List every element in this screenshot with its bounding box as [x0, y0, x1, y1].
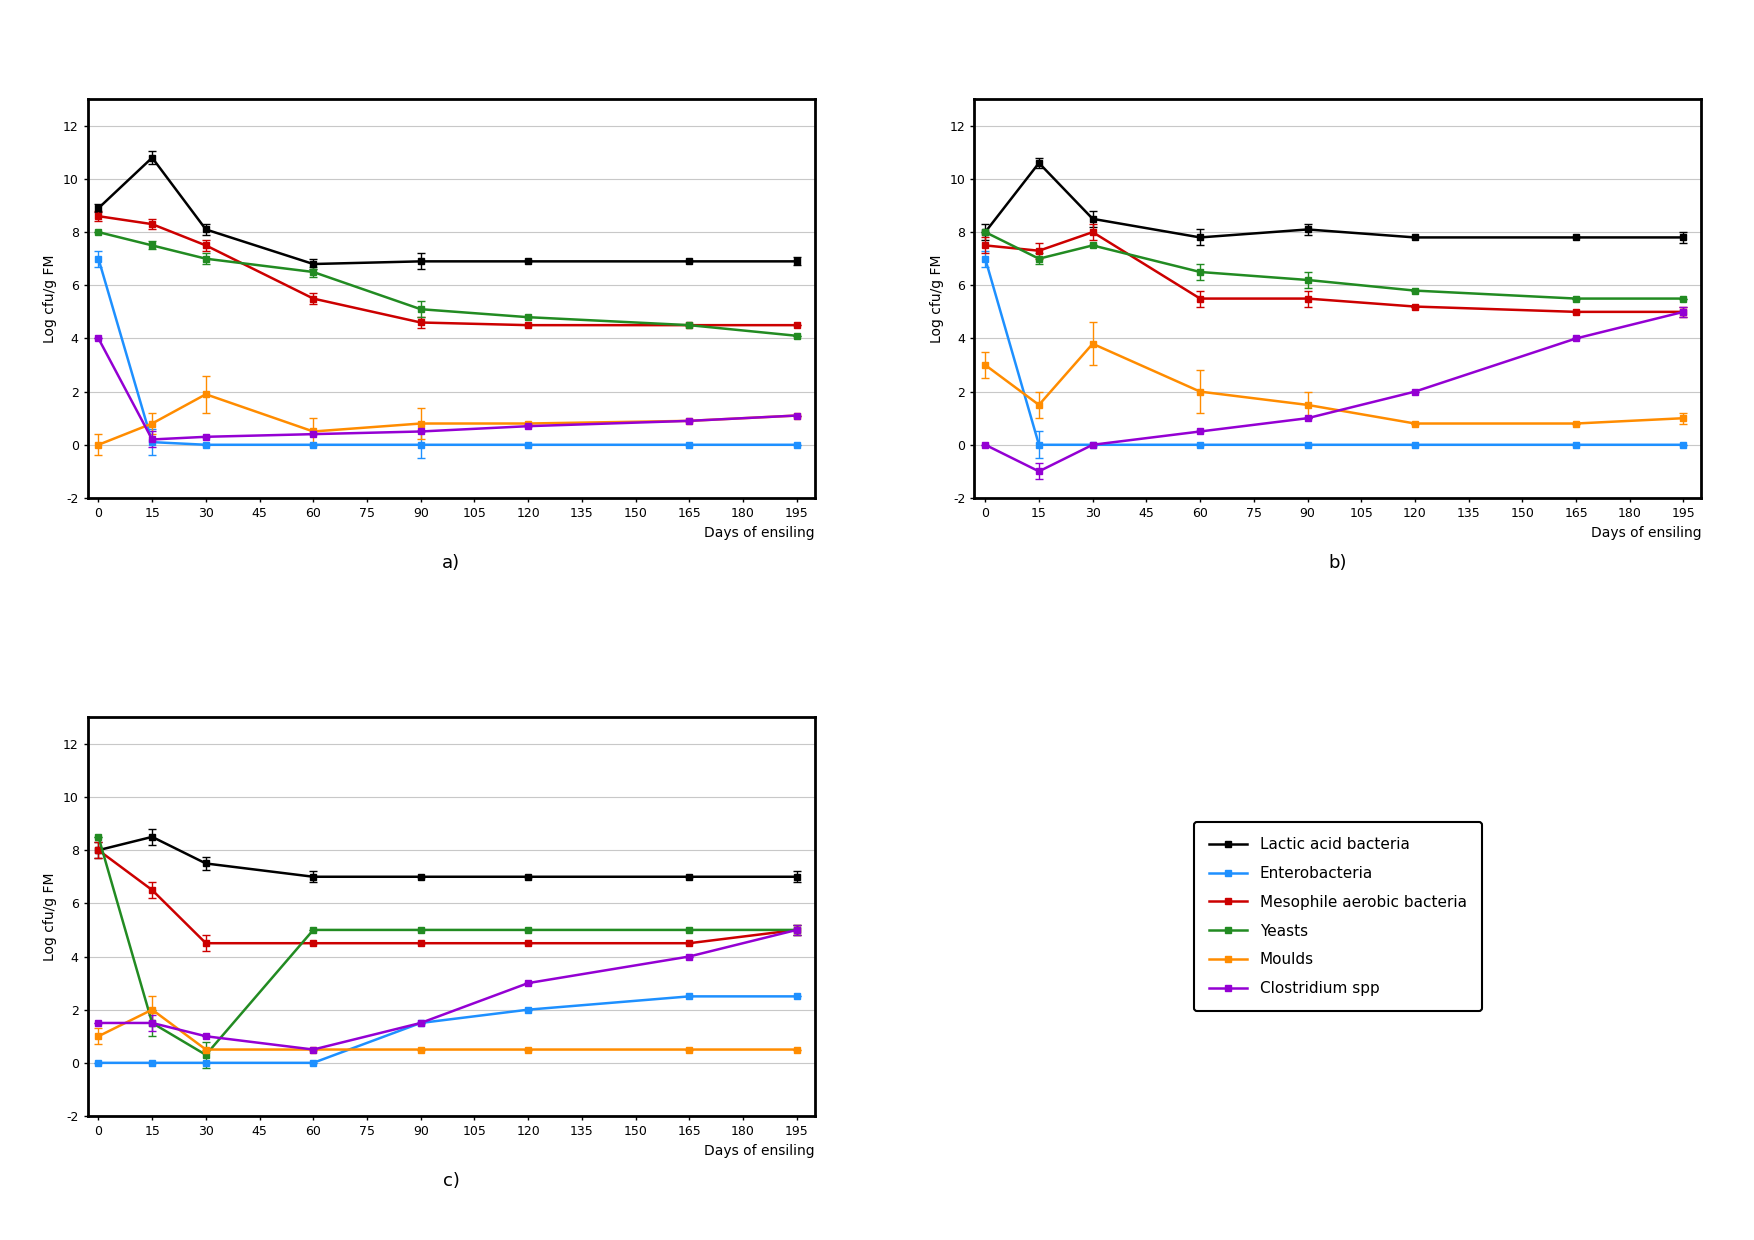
Text: b): b) [1330, 554, 1347, 572]
X-axis label: Days of ensiling: Days of ensiling [703, 526, 814, 539]
X-axis label: Days of ensiling: Days of ensiling [703, 1143, 814, 1158]
Y-axis label: Log cfu/g FM: Log cfu/g FM [44, 254, 58, 342]
Y-axis label: Log cfu/g FM: Log cfu/g FM [44, 873, 58, 961]
Legend: Lactic acid bacteria, Enterobacteria, Mesophile aerobic bacteria, Yeasts, Moulds: Lactic acid bacteria, Enterobacteria, Me… [1194, 822, 1482, 1012]
X-axis label: Days of ensiling: Days of ensiling [1591, 526, 1701, 539]
Text: c): c) [442, 1172, 460, 1190]
Y-axis label: Log cfu/g FM: Log cfu/g FM [930, 254, 944, 342]
Text: a): a) [442, 554, 460, 572]
